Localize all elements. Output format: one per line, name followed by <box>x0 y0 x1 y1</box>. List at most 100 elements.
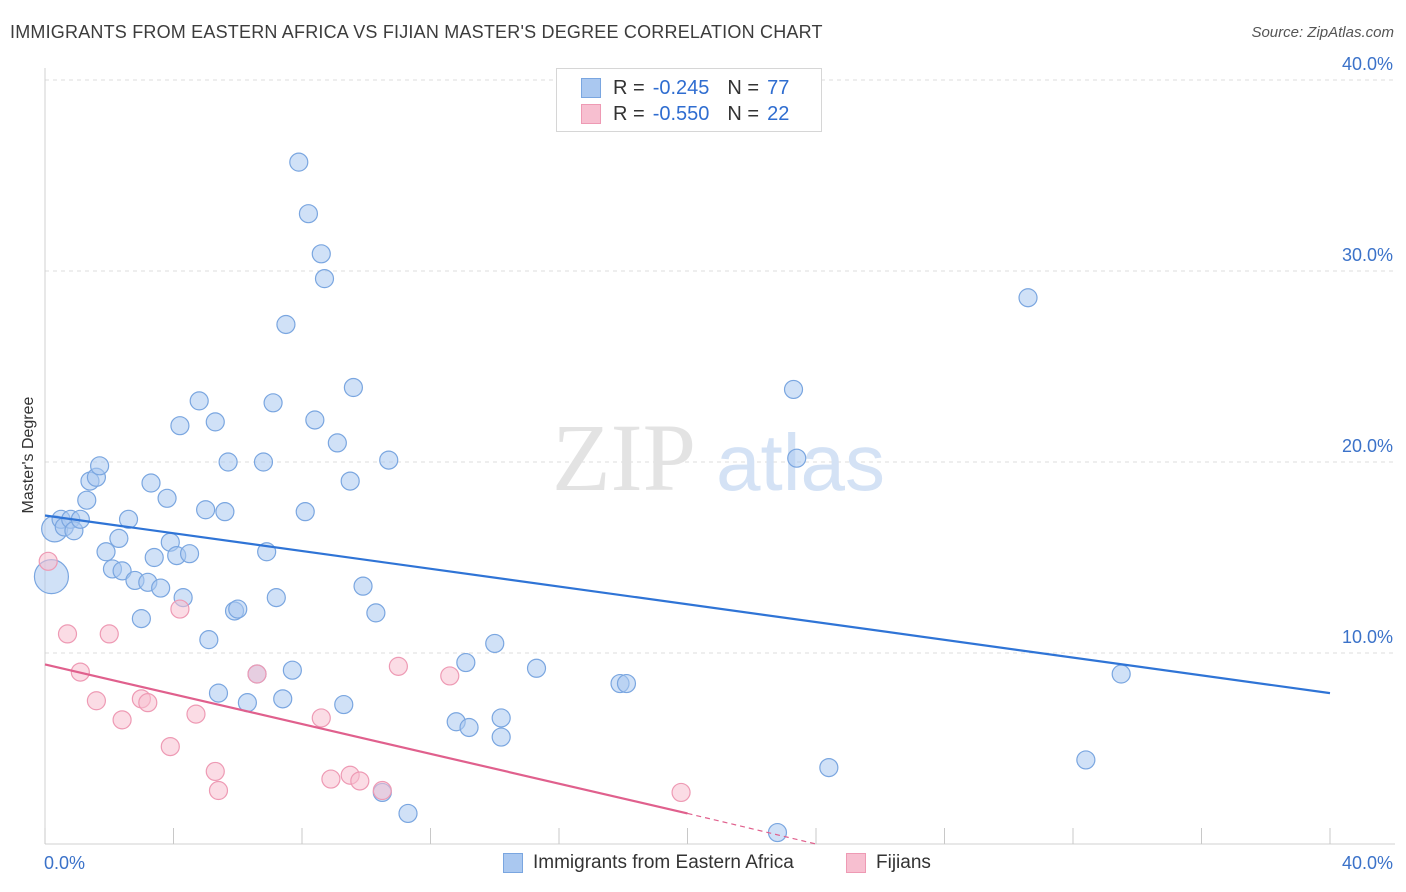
watermark: ZIP atlas <box>552 404 885 511</box>
eastern-africa-point <box>90 456 110 476</box>
legend-row-fijians: R = -0.550 N = 22 <box>581 102 789 126</box>
y-tick-label: 10.0% <box>1342 627 1393 647</box>
legend-r-label: R = <box>613 76 645 99</box>
blue-swatch-icon <box>581 78 601 98</box>
eastern-africa-point <box>109 528 129 549</box>
legend-item-fijians: Fijians <box>846 852 931 874</box>
legend-r-value: -0.245 <box>652 76 710 99</box>
eastern-africa-point <box>96 542 116 562</box>
legend-label: Immigrants from Eastern Africa <box>533 852 794 873</box>
blue-swatch-icon <box>503 853 523 873</box>
eastern-africa-point <box>263 393 283 413</box>
trend-line-fijians <box>44 663 688 815</box>
eastern-africa-point <box>208 683 229 703</box>
eastern-africa-point <box>353 576 373 596</box>
eastern-africa-point <box>157 488 177 508</box>
x-tick-label: 40.0% <box>1342 853 1393 873</box>
eastern-africa-point <box>189 391 209 411</box>
watermark-zip: ZIP <box>552 404 696 511</box>
legend-item-eastern-africa: Immigrants from Eastern Africa <box>503 852 794 874</box>
eastern-africa-point <box>179 544 200 564</box>
eastern-africa-point <box>616 673 637 694</box>
legend-n-label: N = <box>727 102 760 125</box>
fijians-point <box>170 599 190 619</box>
eastern-africa-point <box>459 717 479 738</box>
pink-swatch-icon <box>581 104 601 124</box>
axes <box>44 68 1395 845</box>
fijians-point <box>112 710 132 730</box>
eastern-africa-point <box>199 630 219 650</box>
eastern-africa-point <box>253 452 274 472</box>
fijians-point <box>350 771 370 791</box>
eastern-africa-point <box>327 433 347 453</box>
fijians-point <box>38 551 58 571</box>
eastern-africa-point <box>276 314 296 335</box>
legend-r-value: -0.550 <box>652 102 710 125</box>
eastern-africa-point <box>131 609 151 629</box>
eastern-africa-point <box>491 727 511 747</box>
chart-source: Source: ZipAtlas.com <box>1251 24 1394 41</box>
series-fijians-points <box>38 551 691 803</box>
eastern-africa-point <box>366 603 386 623</box>
trend-line-fijians-extension <box>687 812 817 845</box>
y-tick-label: 40.0% <box>1342 54 1393 74</box>
legend-row-eastern-africa: R = -0.245 N = 77 <box>581 76 789 100</box>
fijians-point <box>311 708 331 728</box>
legend-n-value: 22 <box>767 102 790 125</box>
eastern-africa-point <box>343 377 363 398</box>
eastern-africa-point <box>485 633 505 654</box>
eastern-africa-point <box>398 803 418 824</box>
eastern-africa-point <box>295 502 315 522</box>
eastern-africa-point <box>205 412 225 432</box>
pink-swatch-icon <box>846 853 866 873</box>
eastern-africa-point <box>305 410 325 430</box>
eastern-africa-point <box>141 473 161 493</box>
eastern-africa-point <box>215 502 235 522</box>
fijians-point <box>321 769 341 789</box>
eastern-africa-point <box>112 561 132 581</box>
y-tick-label: 20.0% <box>1342 436 1393 456</box>
eastern-africa-point <box>491 708 511 728</box>
tick-labels: 10.0% 20.0% 30.0% 40.0% 0.0% 40.0% <box>44 54 1393 873</box>
fijians-point <box>86 691 107 711</box>
eastern-africa-point <box>289 152 309 172</box>
eastern-africa-point <box>819 757 839 778</box>
trend-line-eastern-africa <box>44 514 1331 695</box>
gridlines <box>45 79 1395 654</box>
eastern-africa-point <box>298 204 319 224</box>
eastern-africa-point <box>77 490 97 510</box>
eastern-africa-point <box>1018 288 1038 308</box>
eastern-africa-point <box>311 244 331 264</box>
legend-r-label: R = <box>613 102 645 125</box>
fijians-point <box>186 704 206 724</box>
fijians-point <box>99 624 119 644</box>
eastern-africa-point <box>334 694 354 715</box>
eastern-africa-point <box>456 652 476 673</box>
eastern-africa-point <box>767 822 788 843</box>
y-tick-label: 30.0% <box>1342 245 1393 265</box>
eastern-africa-point <box>783 379 804 400</box>
eastern-africa-point <box>340 471 360 491</box>
eastern-africa-point <box>118 509 139 529</box>
eastern-africa-point <box>526 658 547 678</box>
eastern-africa-point <box>282 660 302 680</box>
legend-n-value: 77 <box>767 76 790 99</box>
trend-lines <box>44 514 1331 845</box>
eastern-africa-point <box>1076 750 1096 770</box>
fijians-point <box>138 693 158 713</box>
eastern-africa-point <box>314 269 335 289</box>
fijians-point <box>372 780 392 801</box>
fijians-point <box>57 624 78 644</box>
eastern-africa-point <box>266 588 286 608</box>
eastern-africa-point <box>196 500 216 520</box>
chart-title: IMMIGRANTS FROM EASTERN AFRICA VS FIJIAN… <box>10 22 823 42</box>
eastern-africa-point <box>151 578 171 598</box>
fijians-point <box>160 736 180 757</box>
eastern-africa-point <box>273 689 293 709</box>
fijians-point <box>388 656 408 676</box>
eastern-africa-point <box>170 416 190 436</box>
correlation-legend: R = -0.245 N = 77 R = -0.550 N = 22 <box>556 68 822 132</box>
eastern-africa-point <box>1111 664 1131 684</box>
eastern-africa-point <box>379 450 399 470</box>
